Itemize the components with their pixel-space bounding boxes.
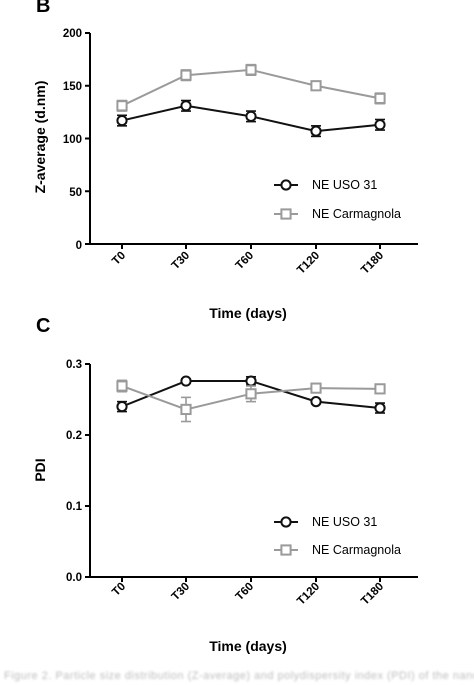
data-point-carmagnola bbox=[374, 92, 386, 105]
data-point-carmagnola bbox=[374, 383, 386, 395]
y-tick-label: 0 bbox=[76, 240, 82, 252]
data-point-uso31 bbox=[245, 375, 257, 387]
legend-marker-carmagnola bbox=[280, 208, 292, 220]
y-tick-label: 0.3 bbox=[66, 359, 82, 371]
data-point-uso31 bbox=[374, 402, 386, 414]
data-point-carmagnola bbox=[245, 388, 257, 400]
x-tick-label: T120 bbox=[295, 250, 322, 277]
legend-label-uso31: NE USO 31 bbox=[312, 178, 377, 192]
y-tick-label: 150 bbox=[63, 81, 82, 93]
chart-panel-b: B Z-average (d.nm) Time (days) 200 150 1… bbox=[32, 0, 418, 321]
data-point-uso31 bbox=[116, 401, 128, 413]
y-tick-labels-b: 200 150 100 50 0 bbox=[63, 28, 82, 252]
y-tick-label: 0.1 bbox=[66, 501, 83, 513]
data-point-carmagnola bbox=[180, 403, 192, 416]
data-point-uso31 bbox=[245, 110, 257, 122]
data-point-uso31 bbox=[374, 119, 386, 131]
y-tick-label: 100 bbox=[63, 134, 82, 146]
data-point-carmagnola bbox=[116, 380, 128, 392]
data-point-uso31 bbox=[180, 100, 192, 112]
figure: B Z-average (d.nm) Time (days) 200 150 1… bbox=[32, 0, 418, 654]
x-axis-title-b: Time (days) bbox=[209, 305, 287, 321]
legend-marker-uso31 bbox=[280, 179, 292, 191]
x-tick-label: T30 bbox=[170, 250, 193, 273]
x-tick-label: T180 bbox=[359, 250, 386, 277]
x-tick-label: T60 bbox=[234, 250, 257, 273]
y-tick-label: 0.0 bbox=[66, 572, 82, 584]
data-point-uso31 bbox=[310, 125, 322, 137]
figure-caption-blurred: Figure 2. Particle size distribution (Z-… bbox=[4, 670, 474, 682]
y-tick-label: 0.2 bbox=[66, 430, 82, 442]
x-tick-label: T120 bbox=[295, 581, 322, 608]
data-point-uso31 bbox=[180, 375, 192, 387]
data-point-carmagnola bbox=[116, 100, 128, 112]
data-point-uso31 bbox=[116, 114, 128, 127]
y-tick-label: 50 bbox=[69, 187, 82, 199]
y-axis-title-c: PDI bbox=[32, 458, 48, 481]
legend-marker-carmagnola bbox=[280, 544, 292, 556]
x-tick-labels-c: T0 T30 T60 T120 T180 bbox=[110, 581, 386, 608]
panel-letter-c: C bbox=[36, 315, 50, 337]
legend-label-carmagnola: NE Carmagnola bbox=[312, 543, 401, 557]
chart-panel-c: C PDI Time (days) 0.3 0.2 0.1 0.0 T0 T30… bbox=[32, 315, 418, 654]
x-tick-label: T180 bbox=[359, 581, 386, 608]
data-point-carmagnola bbox=[245, 64, 257, 76]
x-axis-title-c: Time (days) bbox=[209, 638, 287, 654]
x-tick-label: T0 bbox=[110, 581, 128, 599]
x-tick-label: T0 bbox=[110, 250, 128, 268]
data-point-carmagnola bbox=[310, 80, 322, 92]
x-tick-labels-b: T0 T30 T60 T120 T180 bbox=[110, 250, 386, 277]
x-tick-label: T30 bbox=[170, 581, 193, 604]
data-point-carmagnola bbox=[310, 382, 322, 394]
y-axis-title-b: Z-average (d.nm) bbox=[32, 81, 48, 194]
legend-c: NE USO 31 NE Carmagnola bbox=[312, 515, 401, 557]
legend-label-carmagnola: NE Carmagnola bbox=[312, 207, 401, 221]
x-tick-label: T60 bbox=[234, 581, 257, 604]
panel-letter-b: B bbox=[36, 0, 50, 17]
y-tick-labels-c: 0.3 0.2 0.1 0.0 bbox=[66, 359, 83, 584]
data-point-uso31 bbox=[310, 396, 322, 408]
legend-label-uso31: NE USO 31 bbox=[312, 515, 377, 529]
y-tick-label: 200 bbox=[63, 28, 82, 40]
data-point-carmagnola bbox=[180, 69, 192, 81]
legend-marker-uso31 bbox=[280, 516, 292, 528]
legend-b: NE USO 31 NE Carmagnola bbox=[312, 178, 401, 221]
